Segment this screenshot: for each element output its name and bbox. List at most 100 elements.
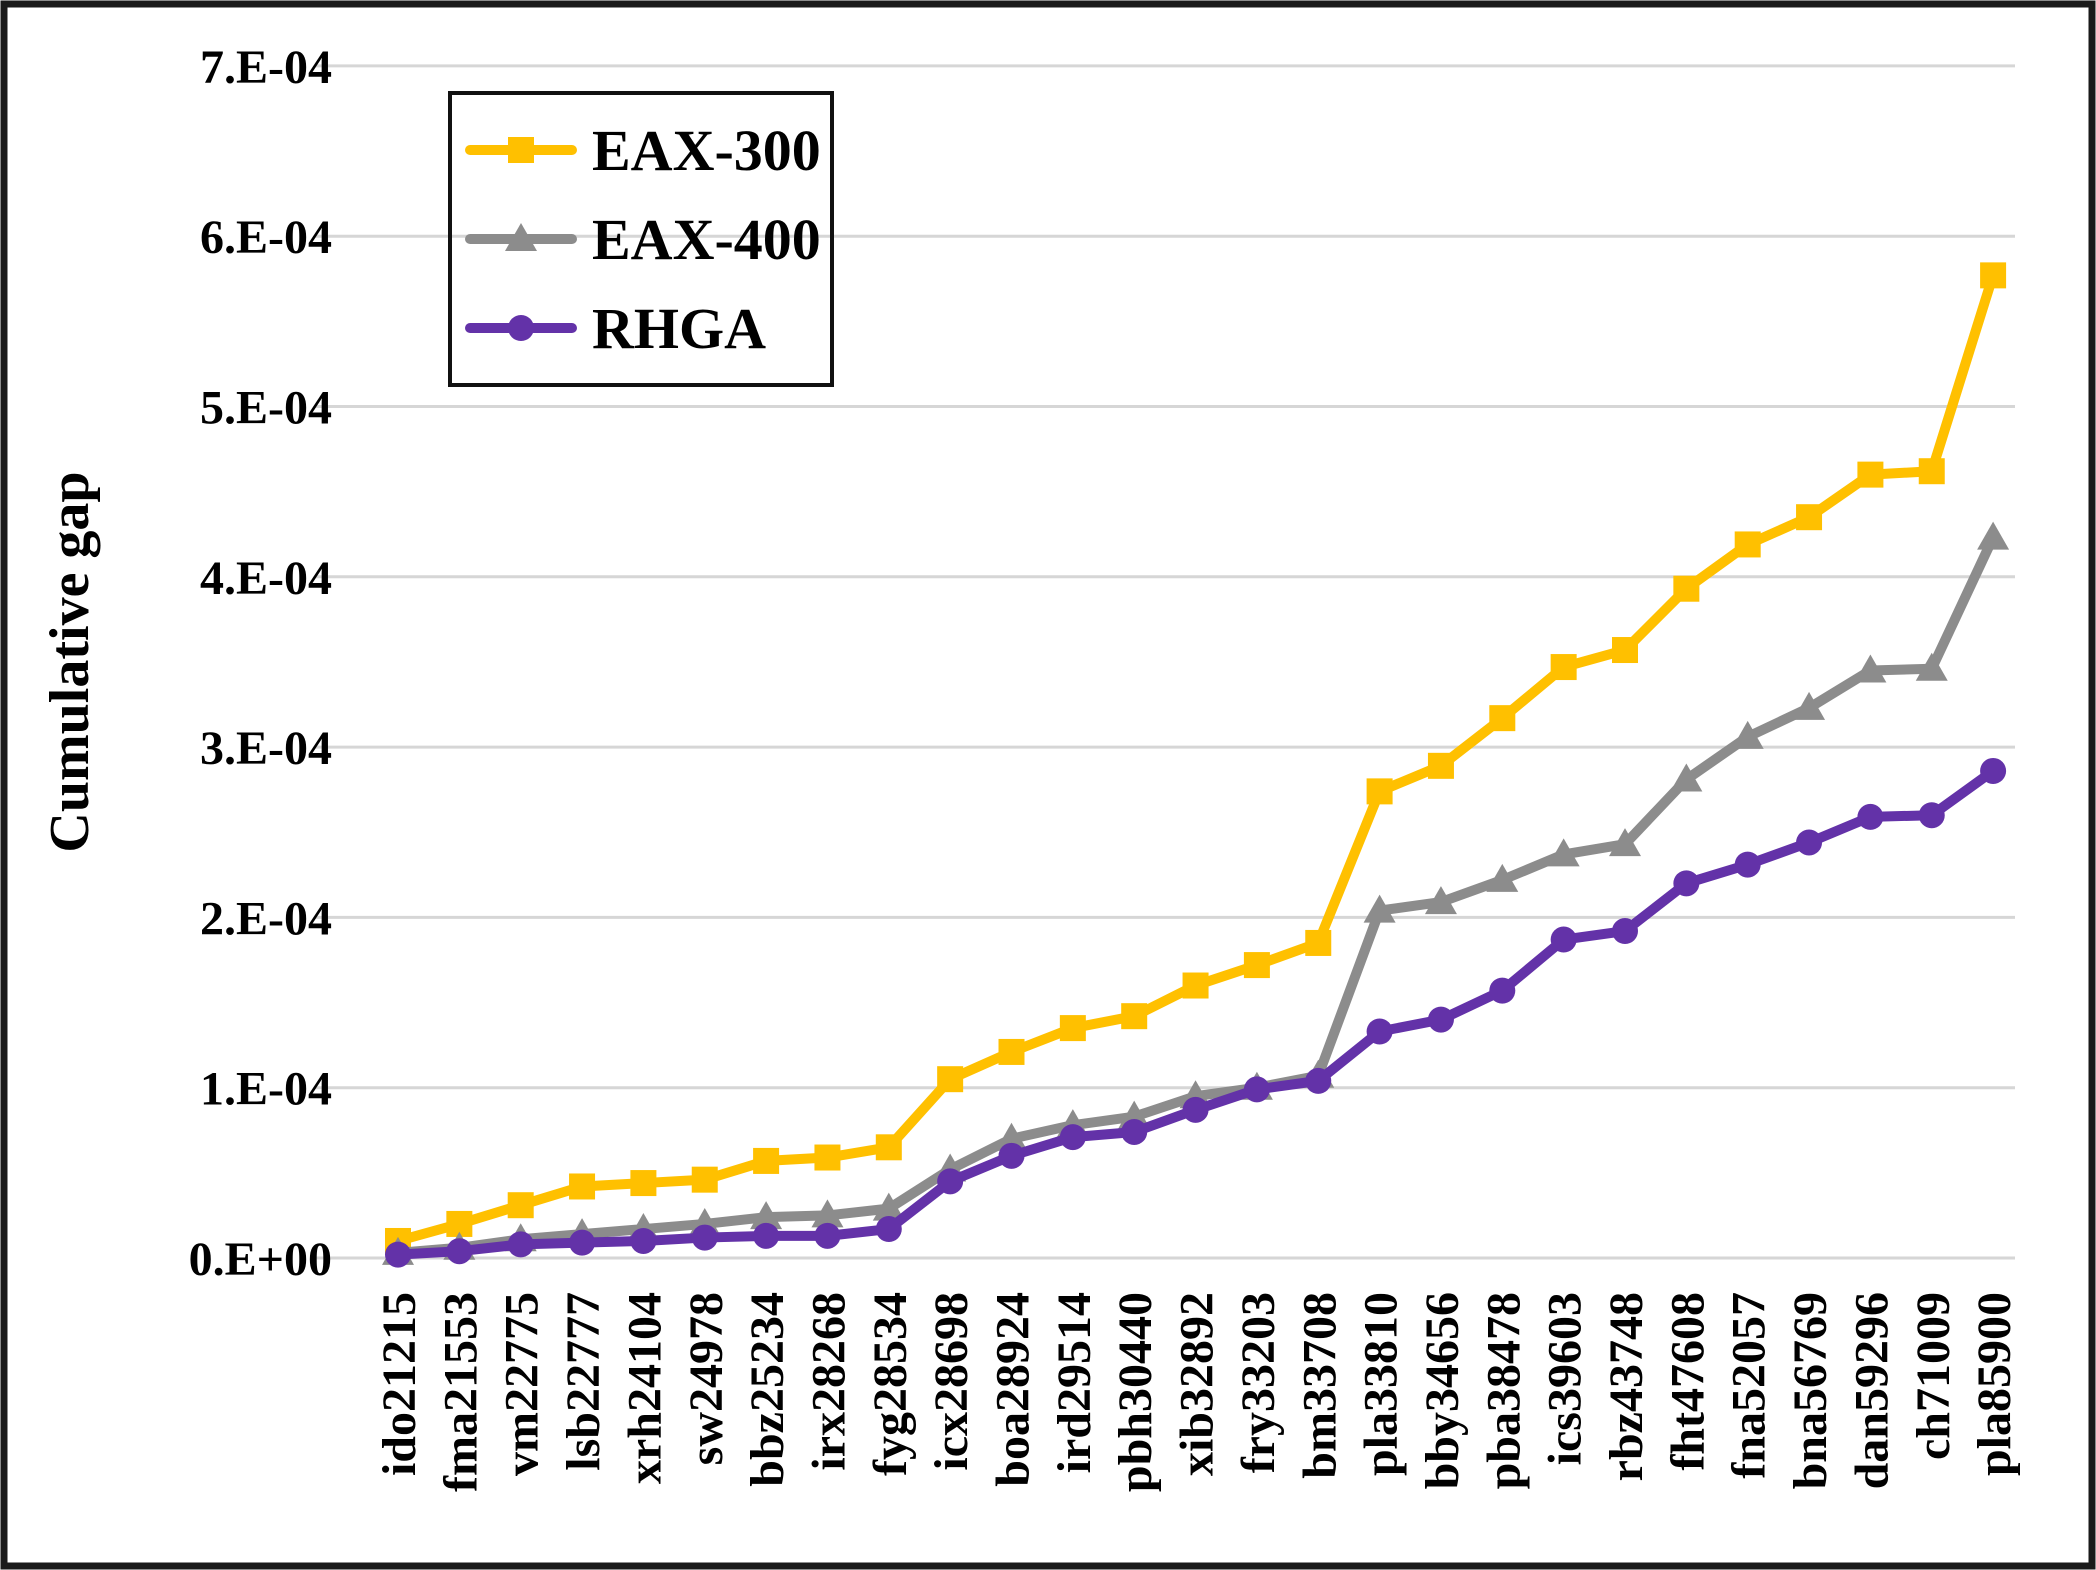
- series-RHGA-marker-circle: [1918, 802, 1945, 829]
- series-EAX-300-marker-square: [630, 1170, 657, 1197]
- series-RHGA-marker-circle: [1059, 1124, 1086, 1151]
- series-EAX-300-marker-square: [1918, 458, 1945, 485]
- series-EAX-400-marker-triangle: [1915, 652, 1948, 681]
- y-axis-tick-label: 6.E-04: [200, 211, 332, 264]
- series-RHGA-marker-circle: [814, 1222, 841, 1249]
- series-EAX-300-marker-square: [875, 1134, 902, 1161]
- x-axis-tick-label-boa28924: boa28924: [987, 1292, 1040, 1487]
- series-RHGA-marker-circle: [446, 1238, 473, 1265]
- series-EAX-300-marker-square: [1612, 637, 1638, 664]
- series-EAX-400-marker-triangle: [1363, 894, 1396, 923]
- series-RHGA-marker-circle: [691, 1224, 718, 1251]
- series-EAX-400-marker-triangle: [811, 1199, 844, 1228]
- y-axis-tick-label: 4.E-04: [200, 552, 332, 605]
- y-axis-tick-label: 5.E-04: [200, 382, 332, 435]
- x-axis-tick-label-xrh24104: xrh24104: [618, 1292, 671, 1484]
- series-EAX-300-marker-square: [1305, 929, 1332, 956]
- series-EAX-300-marker-square: [1121, 1003, 1148, 1030]
- x-axis-tick-label-fht47608: fht47608: [1661, 1292, 1714, 1471]
- series-EAX-300-marker-square: [1489, 705, 1516, 732]
- series-RHGA-marker-circle: [1243, 1076, 1270, 1103]
- y-axis-tick-label: 7.E-04: [200, 41, 332, 94]
- series-RHGA-marker-circle: [1550, 926, 1577, 953]
- x-axis-tick-label-pbh30440: pbh30440: [1109, 1292, 1162, 1492]
- series-EAX-400-marker-triangle: [1609, 828, 1641, 857]
- x-axis-tick-label-pla33810: pla33810: [1355, 1292, 1408, 1476]
- series-EAX-400-marker-triangle: [1670, 763, 1703, 792]
- series-RHGA-marker-circle: [569, 1229, 596, 1256]
- series-EAX-400-marker-triangle: [1731, 720, 1764, 749]
- y-axis-tick-label: 1.E-04: [200, 1063, 332, 1116]
- x-axis-tick-label-fry33203: fry33203: [1232, 1292, 1285, 1473]
- y-axis-tick-label: 2.E-04: [200, 892, 332, 945]
- legend-RHGA-marker-circle: [508, 315, 534, 341]
- y-axis-tick-label: 3.E-04: [200, 722, 332, 775]
- series-RHGA-marker-circle: [1612, 918, 1638, 945]
- x-axis-tick-label-dan59296: dan59296: [1845, 1292, 1898, 1489]
- x-axis-tick-label-bna56769: bna56769: [1784, 1292, 1837, 1489]
- series-EAX-400-marker-triangle: [750, 1201, 783, 1230]
- series-EAX-400-marker-triangle: [995, 1122, 1028, 1151]
- series-RHGA-marker-circle: [1366, 1018, 1393, 1045]
- series-RHGA-marker-circle: [1673, 870, 1700, 897]
- series-EAX-400-marker-triangle: [1118, 1100, 1151, 1129]
- series-RHGA-marker-circle: [998, 1142, 1025, 1169]
- x-axis-tick-label-sw24978: sw24978: [680, 1292, 733, 1465]
- x-axis-tick-label-fma21553: fma21553: [434, 1292, 487, 1492]
- series-EAX-300-marker-square: [753, 1147, 780, 1174]
- x-axis-tick-label-ch71009: ch71009: [1907, 1292, 1960, 1460]
- series-RHGA-marker-circle: [1734, 851, 1761, 878]
- series-RHGA-marker-circle: [385, 1241, 411, 1268]
- x-axis-tick-label-irx28268: irx28268: [802, 1292, 855, 1471]
- legend-label-EAX-400: EAX-400: [592, 207, 821, 272]
- series-RHGA-marker-circle: [1121, 1118, 1148, 1145]
- series-RHGA-marker-circle: [1857, 803, 1884, 830]
- x-axis-tick-label-bbz25234: bbz25234: [741, 1292, 794, 1487]
- series-EAX-300-marker-square: [1550, 654, 1577, 681]
- series-EAX-300-marker-square: [1427, 752, 1454, 779]
- series-EAX-300-marker-square: [507, 1192, 534, 1219]
- series-EAX-300-marker-square: [937, 1066, 964, 1093]
- legend-box: [448, 91, 834, 387]
- series-EAX-300-marker-square: [1796, 504, 1823, 531]
- x-axis-tick-label-pla85900: pla85900: [1968, 1292, 2021, 1476]
- series-RHGA-marker-circle: [1980, 757, 2007, 784]
- x-axis-tick-label-icx28698: icx28698: [925, 1292, 978, 1471]
- series-EAX-300-marker-square: [1243, 952, 1270, 979]
- x-axis-tick-label-fna52057: fna52057: [1723, 1292, 1776, 1479]
- series-EAX-400-marker-triangle: [1793, 691, 1826, 720]
- series-EAX-400-marker-triangle: [1424, 886, 1457, 915]
- series-EAX-300-marker-square: [1366, 778, 1393, 805]
- series-EAX-400-marker-triangle: [1854, 654, 1887, 683]
- series-EAX-300-marker-square: [1734, 531, 1761, 558]
- x-axis-tick-label-vm22775: vm22775: [496, 1292, 549, 1476]
- series-RHGA-marker-circle: [937, 1168, 964, 1195]
- series-EAX-300-marker-square: [998, 1038, 1025, 1065]
- legend-EAX-400-marker-triangle: [505, 223, 537, 251]
- series-RHGA-marker-circle: [1796, 829, 1823, 856]
- series-EAX-400-marker-triangle: [1547, 838, 1580, 867]
- series-RHGA-marker-circle: [1489, 977, 1516, 1004]
- legend-label-RHGA: RHGA: [592, 296, 766, 361]
- series-EAX-300-marker-square: [1857, 461, 1884, 488]
- series-EAX-300-marker-square: [814, 1144, 841, 1171]
- series-RHGA-marker-circle: [630, 1227, 657, 1254]
- legend-label-EAX-300: EAX-300: [592, 118, 821, 183]
- y-axis-title: Cumulative gap: [39, 471, 101, 852]
- series-RHGA-marker-circle: [1182, 1096, 1209, 1123]
- series-EAX-300-marker-square: [1673, 575, 1700, 602]
- series-EAX-400-marker-triangle: [1977, 521, 2010, 550]
- series-RHGA-marker-circle: [1305, 1067, 1332, 1094]
- x-axis-tick-label-ido21215: ido21215: [373, 1292, 426, 1476]
- series-RHGA-marker-circle: [507, 1231, 534, 1258]
- series-RHGA-marker-circle: [1427, 1006, 1454, 1033]
- series-EAX-300-marker-square: [1059, 1015, 1086, 1042]
- series-EAX-400-marker-triangle: [1486, 863, 1519, 892]
- x-axis-tick-label-rbz43748: rbz43748: [1600, 1292, 1653, 1481]
- x-axis-tick-label-xib32892: xib32892: [1171, 1292, 1224, 1476]
- series-EAX-300-marker-square: [1182, 972, 1209, 999]
- x-axis-tick-label-bby34656: bby34656: [1416, 1292, 1469, 1489]
